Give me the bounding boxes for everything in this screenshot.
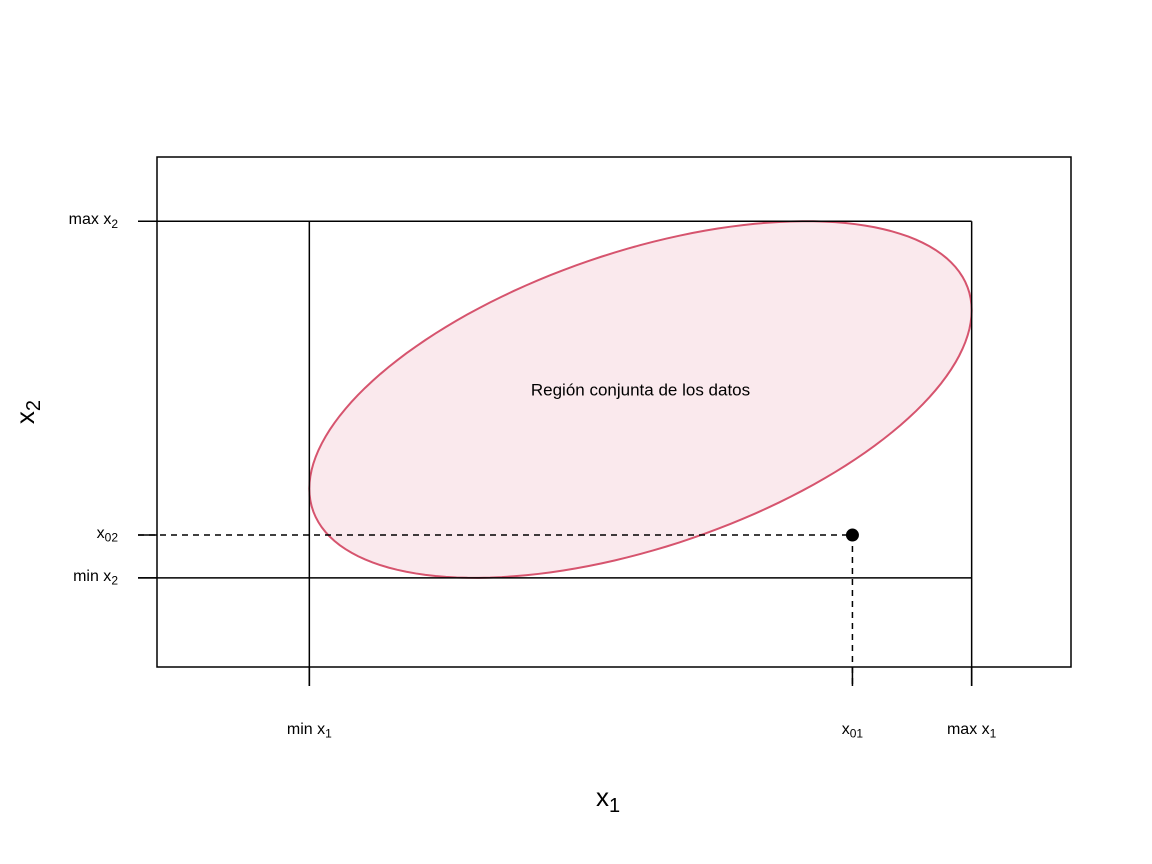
region-label: Región conjunta de los datos — [531, 381, 750, 400]
plot-frame — [156, 156, 1072, 668]
x-tick-label: x01 — [842, 721, 864, 741]
y-tick-label: max x2 — [69, 211, 119, 231]
x-tick-label: min x1 — [287, 721, 332, 741]
y-tick-label: min x2 — [73, 568, 118, 588]
data-point — [845, 528, 859, 542]
x-tick-label: max x1 — [947, 721, 997, 741]
x-axis-title: x1 — [596, 782, 620, 817]
y-axis-title: x2 — [10, 400, 45, 424]
y-tick-label: x02 — [97, 525, 119, 545]
